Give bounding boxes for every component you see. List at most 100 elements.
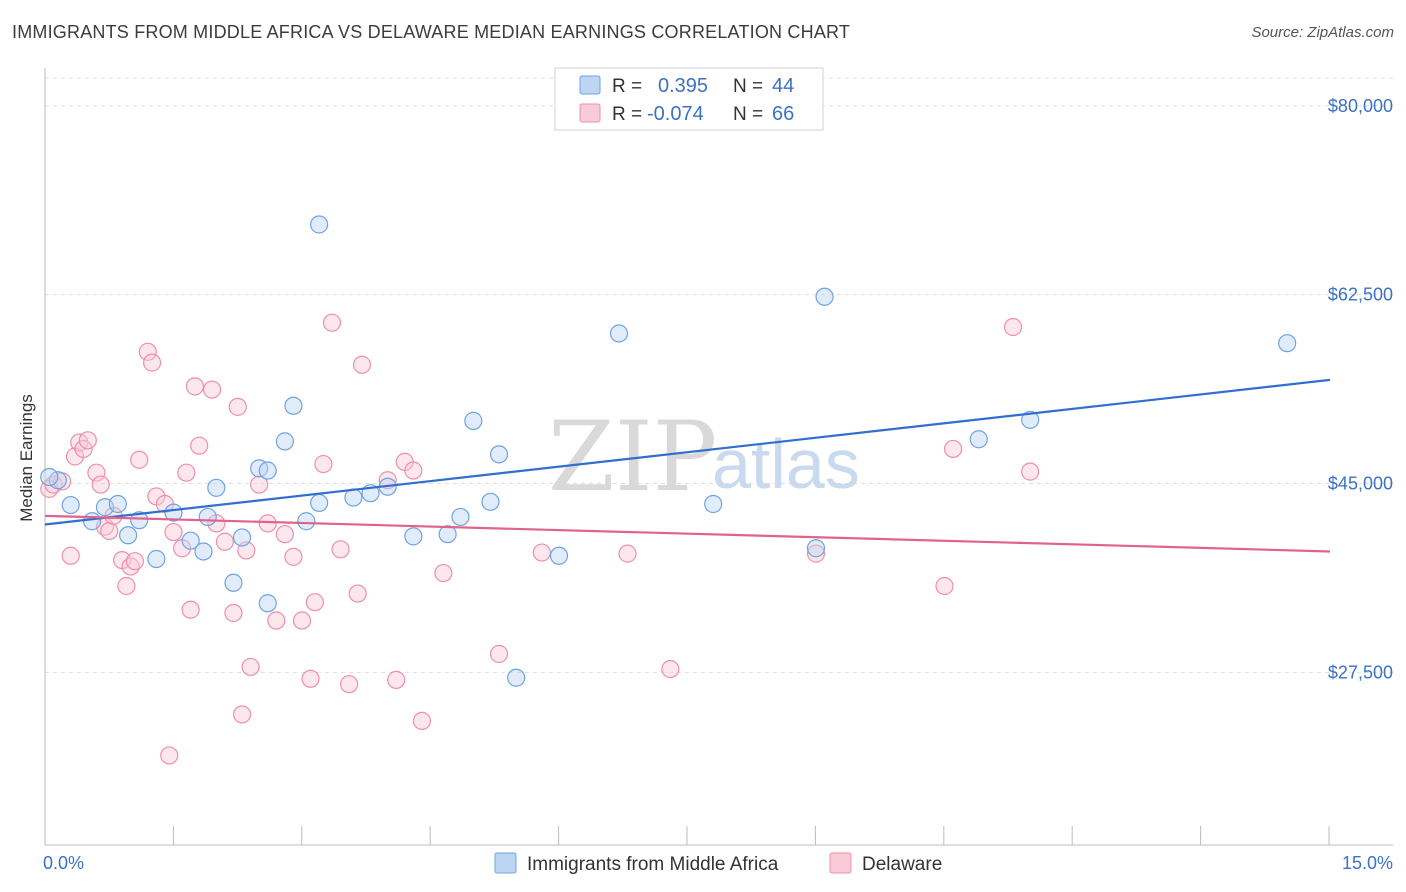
point-delaware bbox=[250, 475, 269, 494]
point-immigrants bbox=[1278, 334, 1297, 353]
point-delaware bbox=[125, 552, 145, 571]
point-delaware bbox=[284, 547, 303, 566]
point-immigrants bbox=[194, 542, 213, 561]
y-tick-labels: $27,500 $45,000 $62,500 $80,000 bbox=[1328, 96, 1393, 683]
point-delaware bbox=[74, 439, 93, 459]
point-delaware bbox=[177, 463, 196, 482]
point-immigrants bbox=[464, 411, 483, 430]
point-delaware bbox=[241, 657, 260, 677]
point-delaware bbox=[292, 611, 312, 630]
point-delaware bbox=[322, 313, 342, 332]
point-immigrants bbox=[344, 488, 363, 507]
point-delaware bbox=[352, 355, 372, 374]
point-delaware bbox=[267, 611, 286, 630]
point-immigrants bbox=[438, 525, 457, 544]
legend-swatch-immigrants bbox=[494, 852, 517, 874]
axes bbox=[44, 68, 1393, 846]
point-delaware bbox=[1021, 462, 1040, 481]
point-immigrants bbox=[451, 507, 470, 527]
point-immigrants bbox=[164, 503, 183, 522]
point-immigrants bbox=[310, 493, 329, 513]
point-delaware bbox=[215, 532, 234, 551]
point-immigrants bbox=[181, 531, 200, 550]
point-delaware bbox=[130, 450, 149, 469]
data-points bbox=[40, 215, 1297, 765]
point-delaware bbox=[142, 353, 162, 372]
point-immigrants bbox=[704, 494, 723, 514]
point-delaware bbox=[258, 514, 277, 533]
point-delaware bbox=[224, 603, 243, 623]
point-delaware bbox=[61, 546, 80, 565]
x-tick-label: 0.0% bbox=[43, 853, 84, 873]
point-delaware bbox=[185, 377, 205, 396]
point-immigrants bbox=[404, 527, 423, 546]
point-delaware bbox=[91, 475, 110, 494]
point-delaware bbox=[618, 544, 637, 563]
point-delaware bbox=[228, 397, 247, 416]
y-axis-label: Median Earnings bbox=[17, 394, 36, 522]
stats-r-value-blue: 0.395 bbox=[658, 75, 708, 97]
stats-swatch-pink bbox=[579, 103, 601, 123]
point-immigrants bbox=[806, 539, 826, 558]
point-delaware bbox=[301, 669, 320, 688]
point-immigrants bbox=[40, 467, 59, 487]
point-delaware bbox=[331, 540, 350, 559]
point-immigrants bbox=[284, 396, 303, 415]
point-delaware bbox=[181, 600, 200, 619]
point-delaware bbox=[275, 525, 294, 544]
y-tick-label: $45,000 bbox=[1328, 473, 1393, 493]
trend-lines bbox=[44, 378, 1331, 553]
point-immigrants bbox=[232, 528, 252, 547]
point-delaware bbox=[100, 521, 119, 541]
point-immigrants bbox=[83, 512, 102, 531]
point-delaware bbox=[314, 454, 333, 474]
chart-title: IMMIGRANTS FROM MIDDLE AFRICA VS DELAWAR… bbox=[12, 22, 851, 42]
stats-n-label-pink: N = bbox=[733, 104, 763, 125]
watermark: ZIP atlas bbox=[548, 401, 860, 513]
point-immigrants bbox=[297, 512, 316, 531]
point-immigrants bbox=[147, 549, 166, 569]
point-immigrants bbox=[61, 495, 80, 515]
point-immigrants bbox=[815, 287, 834, 306]
stats-r-value-pink: -0.074 bbox=[647, 103, 704, 125]
point-immigrants bbox=[118, 526, 138, 545]
stats-swatch-blue bbox=[579, 75, 601, 95]
point-delaware bbox=[532, 543, 551, 562]
watermark-zip: ZIP bbox=[548, 401, 717, 513]
point-delaware bbox=[1003, 317, 1023, 337]
point-immigrants bbox=[207, 478, 226, 497]
point-immigrants bbox=[549, 546, 569, 565]
point-immigrants bbox=[481, 492, 500, 511]
point-immigrants bbox=[609, 324, 629, 343]
point-delaware bbox=[160, 746, 179, 765]
stats-n-value-blue: 44 bbox=[772, 75, 794, 97]
point-delaware bbox=[943, 439, 963, 459]
point-delaware bbox=[404, 461, 423, 480]
point-delaware bbox=[489, 644, 509, 664]
point-immigrants bbox=[258, 594, 277, 613]
point-delaware bbox=[661, 659, 680, 679]
point-immigrants bbox=[1021, 410, 1040, 429]
stats-n-value-pink: 66 bbox=[772, 103, 794, 125]
point-delaware bbox=[78, 431, 97, 450]
point-immigrants bbox=[224, 573, 243, 592]
point-delaware bbox=[202, 380, 222, 399]
watermark-atlas: atlas bbox=[712, 425, 860, 503]
point-delaware bbox=[87, 463, 106, 482]
y-tick-label: $80,000 bbox=[1328, 96, 1393, 116]
point-delaware bbox=[434, 563, 453, 583]
stats-r-label-blue: R = bbox=[612, 76, 642, 97]
point-delaware bbox=[305, 593, 324, 612]
y-tick-label: $62,500 bbox=[1328, 285, 1393, 305]
point-immigrants bbox=[275, 432, 294, 451]
point-immigrants bbox=[507, 668, 526, 687]
point-delaware bbox=[935, 576, 954, 596]
point-delaware bbox=[117, 576, 136, 596]
point-immigrants bbox=[489, 445, 509, 464]
point-immigrants bbox=[969, 430, 988, 449]
legend-label-delaware: Delaware bbox=[862, 854, 942, 875]
stats-box: R = 0.395 N = 44 R = -0.074 N = 66 bbox=[554, 67, 824, 131]
point-delaware bbox=[348, 584, 367, 603]
trend-line-immigrants bbox=[44, 378, 1331, 526]
